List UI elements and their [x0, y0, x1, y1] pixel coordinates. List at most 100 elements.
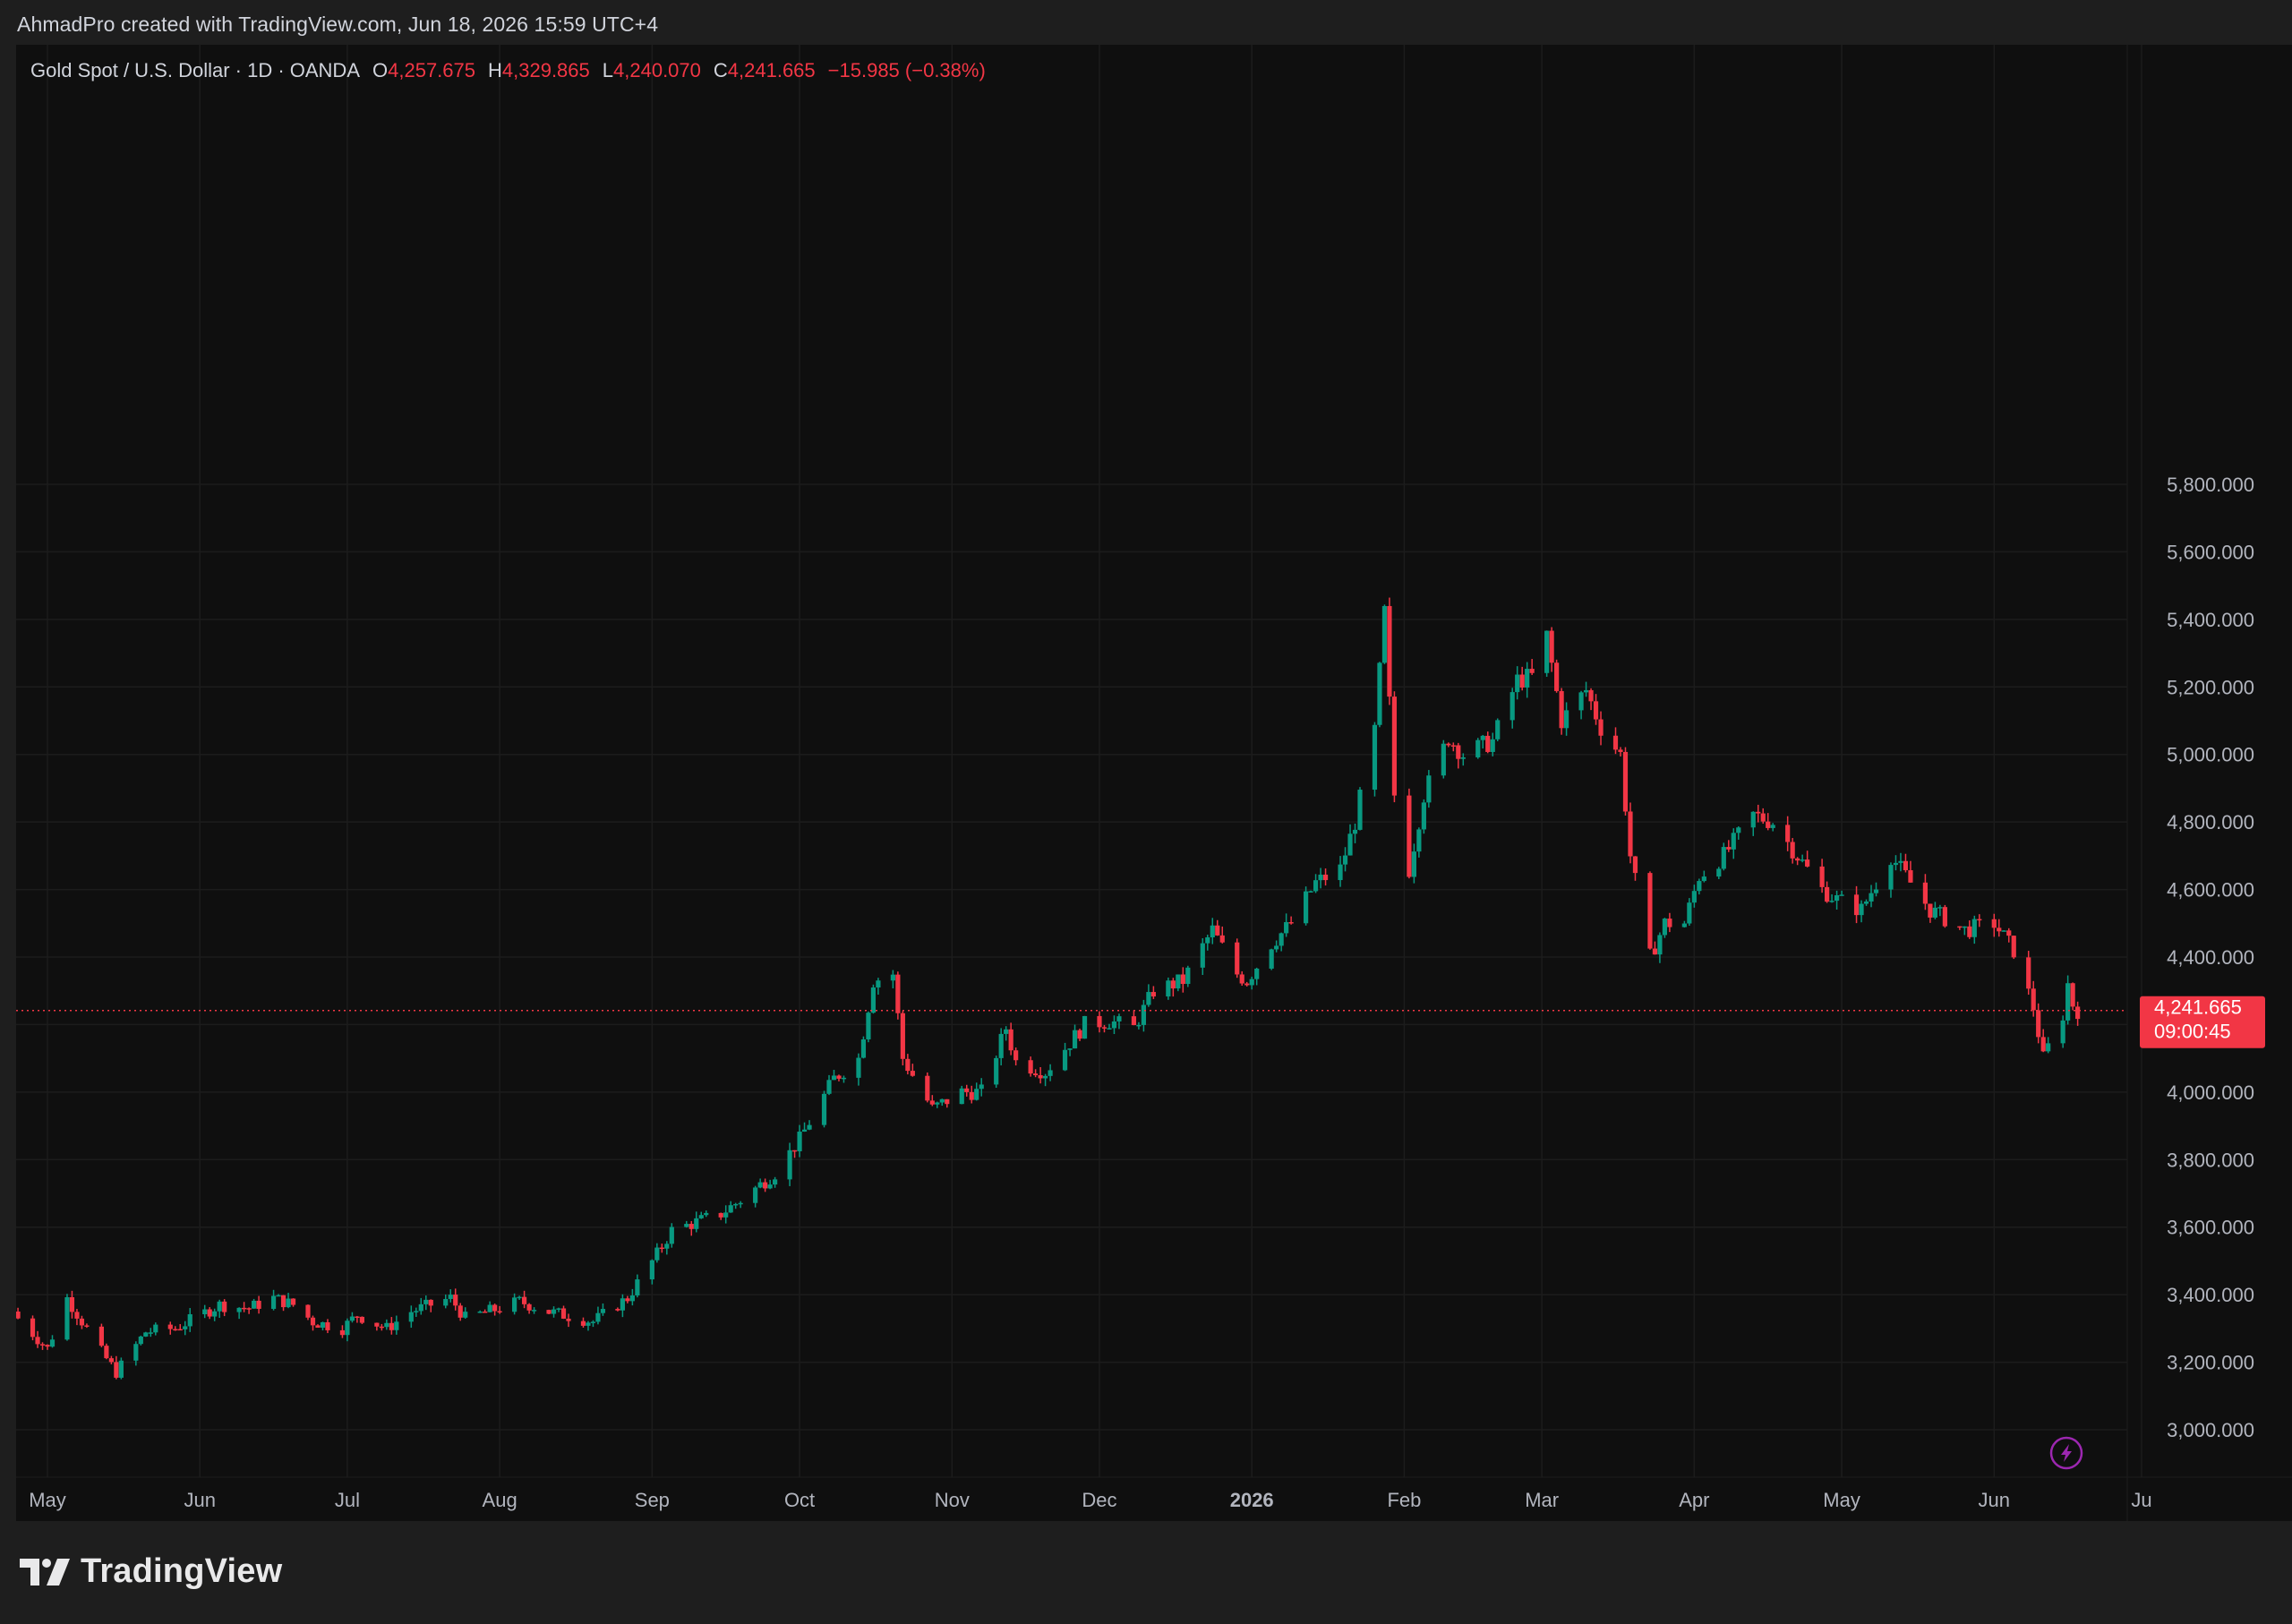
candle	[580, 1317, 586, 1328]
y-tick-label: 5,400.000	[2167, 609, 2254, 631]
candle-body	[1446, 743, 1451, 746]
candle	[1475, 738, 1481, 759]
candlestick-chart[interactable]: 3,000.000 3,200.000 3,400.000 3,600.000 3,80…	[16, 45, 2292, 1521]
candle-body	[497, 1311, 502, 1313]
candle-body	[546, 1310, 552, 1314]
candle-body	[1495, 720, 1501, 739]
candle-body	[1756, 811, 1761, 814]
candle-body	[1869, 893, 1874, 902]
last-price-tag: 4,241.665 09:00:45	[2140, 996, 2265, 1048]
time-axis[interactable]: May Jun Jul Aug Sep Oct Nov Dec 2026 Feb Mar Apr May…	[29, 1489, 2151, 1511]
candle-body	[1377, 662, 1382, 725]
candle	[64, 1294, 70, 1341]
candle	[905, 1054, 911, 1075]
candle	[1932, 902, 1937, 919]
candle-body	[1593, 701, 1599, 720]
candle-body	[1962, 926, 1967, 928]
candle-body	[753, 1187, 758, 1203]
candle-body	[1048, 1070, 1053, 1076]
candle-body	[763, 1182, 768, 1189]
candle-body	[1411, 851, 1416, 877]
candle-body	[1475, 739, 1481, 757]
tradingview-brand[interactable]: TradingView	[20, 1552, 282, 1591]
y-tick-label: 3,200.000	[2167, 1352, 2254, 1374]
candle	[1107, 1023, 1112, 1030]
candle	[649, 1259, 654, 1285]
candle	[256, 1295, 261, 1314]
candle-body	[492, 1304, 498, 1312]
candle	[345, 1318, 350, 1342]
y-tick-label: 5,600.000	[2167, 541, 2254, 563]
candle-body	[286, 1298, 291, 1308]
price-axis[interactable]: 3,000.000 3,200.000 3,400.000 3,600.000 3,80…	[2167, 474, 2254, 1441]
candle-body	[1288, 922, 1294, 924]
candle-body	[1460, 756, 1466, 759]
candle-body	[1770, 825, 1775, 828]
candle	[866, 1011, 871, 1043]
candle-body	[2040, 1037, 2046, 1052]
candle-body	[1691, 891, 1697, 903]
x-tick-label: May	[29, 1489, 66, 1511]
y-tick-label: 3,000.000	[2167, 1419, 2254, 1441]
legend-close-value: 4,241.665	[727, 59, 816, 81]
candle	[1825, 881, 1830, 903]
candle	[551, 1306, 557, 1318]
candle	[1515, 666, 1520, 700]
candle	[1598, 711, 1604, 746]
candle	[1008, 1022, 1013, 1056]
candle	[487, 1301, 492, 1312]
candle-body	[704, 1212, 709, 1216]
candle-body	[1416, 829, 1422, 852]
candle	[84, 1323, 90, 1329]
chart-caption: AhmadPro created with TradingView.com, J…	[17, 13, 659, 36]
candle-body	[1284, 922, 1289, 934]
candle	[1839, 890, 1844, 896]
candle-body	[1013, 1050, 1019, 1061]
candle-body	[531, 1310, 537, 1312]
candle	[222, 1299, 227, 1317]
candle-body	[1082, 1015, 1088, 1039]
candle-body	[900, 1013, 905, 1059]
candle	[1687, 898, 1692, 927]
candle-body	[1588, 689, 1594, 702]
candle	[1200, 937, 1205, 976]
candle	[629, 1288, 635, 1306]
candle	[728, 1201, 733, 1213]
candle-body	[566, 1318, 571, 1321]
candle	[359, 1316, 364, 1324]
candle-body	[2011, 936, 2016, 958]
lightning-bolt-icon[interactable]	[2049, 1436, 2083, 1470]
candle	[167, 1321, 173, 1335]
candle	[1485, 731, 1491, 754]
candle	[1067, 1047, 1073, 1056]
candle	[1111, 1015, 1117, 1035]
candle	[305, 1304, 311, 1321]
candle-body	[202, 1309, 208, 1315]
legend-symbol[interactable]: Gold Spot / U.S. Dollar · 1D · OANDA	[30, 59, 360, 81]
candle-body	[905, 1058, 911, 1072]
candle	[870, 984, 877, 1014]
candle	[1490, 732, 1495, 756]
chart-pane[interactable]: 3,000.000 3,200.000 3,400.000 3,600.000 3,80…	[16, 45, 2292, 1521]
candle	[1338, 856, 1343, 887]
candle	[320, 1321, 326, 1331]
candle	[286, 1293, 291, 1309]
candle	[939, 1098, 945, 1107]
legend-high-label: H	[488, 59, 502, 81]
candle	[16, 1307, 21, 1320]
candle	[1721, 842, 1726, 871]
candle-body	[2006, 930, 2012, 936]
candle-body	[512, 1297, 517, 1312]
candle-body	[69, 1296, 75, 1312]
candle	[517, 1295, 522, 1300]
candle-body	[974, 1089, 979, 1100]
candle	[1387, 597, 1392, 705]
candle-body	[423, 1299, 429, 1304]
candle	[1048, 1064, 1053, 1081]
candle	[1898, 852, 1903, 872]
candle	[1279, 932, 1284, 952]
candle-body	[723, 1212, 729, 1218]
legend-change: −15.985 (−0.38%)	[827, 59, 986, 81]
candle-body	[1136, 1024, 1142, 1027]
candle-body	[935, 1102, 940, 1105]
